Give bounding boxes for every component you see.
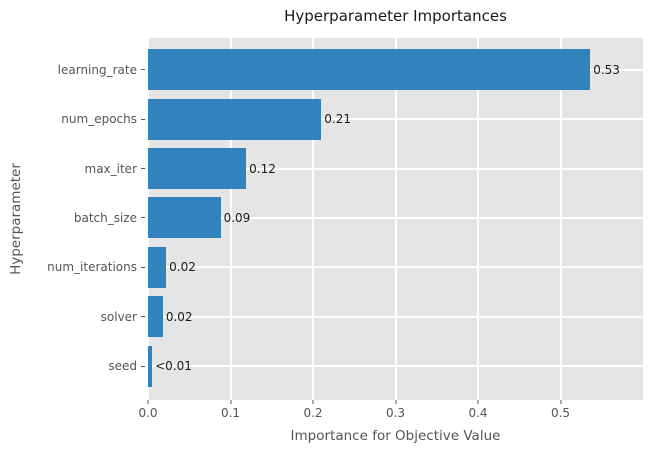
bar-num_iterations bbox=[148, 246, 167, 288]
bar-value-label-num_epochs: 0.21 bbox=[324, 112, 351, 127]
x-tick-label: 0.2 bbox=[303, 406, 323, 420]
bar-row-solver: 0.02 bbox=[148, 292, 643, 341]
horizontal-gridline bbox=[148, 365, 643, 368]
y-tick-mark bbox=[141, 69, 145, 71]
y-tick-mark bbox=[141, 365, 145, 367]
bar-learning_rate bbox=[148, 49, 591, 91]
bar-batch_size bbox=[148, 197, 221, 239]
bar-value-label-num_iterations: 0.02 bbox=[169, 260, 196, 275]
bar-max_iter bbox=[148, 148, 247, 190]
x-tick-0.5: 0.5 bbox=[551, 400, 570, 420]
y-tick-label-seed: seed bbox=[108, 359, 137, 374]
bar-row-max_iter: 0.12 bbox=[148, 144, 643, 193]
x-tick-mark bbox=[230, 400, 231, 404]
horizontal-gridline bbox=[148, 216, 643, 219]
x-axis-title: Importance for Objective Value bbox=[290, 428, 501, 444]
y-tick-label-num_epochs: num_epochs bbox=[61, 112, 137, 127]
y-tick-label-learning_rate: learning_rate bbox=[57, 62, 137, 77]
y-tick-mark bbox=[141, 316, 145, 318]
vertical-gridline bbox=[229, 38, 232, 400]
chart-body: learning_rate num_epochs max_iter batch_siz… bbox=[0, 38, 653, 400]
bar-row-batch_size: 0.09 bbox=[148, 193, 643, 242]
bar-value-label-seed: <0.01 bbox=[155, 359, 192, 374]
x-tick-mark bbox=[312, 400, 314, 404]
horizontal-gridline bbox=[148, 266, 643, 269]
bar-row-num_iterations: 0.02 bbox=[148, 243, 643, 292]
bar-value-label-solver: 0.02 bbox=[165, 309, 193, 324]
x-tick-mark bbox=[560, 400, 561, 404]
y-tick-mark bbox=[141, 217, 145, 219]
x-tick-label: 0.4 bbox=[468, 406, 488, 420]
bar-seed bbox=[148, 345, 153, 387]
y-tick-label-solver: solver bbox=[100, 309, 137, 324]
x-tick-0.4: 0.4 bbox=[468, 400, 488, 420]
y-tick-label-num_iterations: num_iterations bbox=[47, 260, 137, 275]
horizontal-gridline bbox=[148, 315, 643, 318]
bar-value-label-batch_size: 0.09 bbox=[223, 210, 251, 225]
chart-title: Hyperparameter Importances bbox=[284, 7, 507, 25]
vertical-gridline bbox=[477, 38, 479, 400]
y-tick-row-num_epochs: num_epochs bbox=[0, 94, 148, 143]
x-tick-label: 0.1 bbox=[220, 406, 241, 420]
bar-solver bbox=[148, 296, 163, 338]
y-tick-mark bbox=[141, 168, 145, 170]
y-tick-row-solver: solver bbox=[0, 292, 148, 341]
y-tick-row-batch_size: batch_size bbox=[0, 193, 148, 242]
y-tick-labels: learning_rate num_epochs max_iter batch_siz… bbox=[0, 38, 148, 400]
x-tick-mark bbox=[477, 400, 479, 404]
bar-value-label-learning_rate: 0.53 bbox=[593, 62, 620, 77]
bar-value-label-max_iter: 0.12 bbox=[249, 161, 276, 176]
vertical-gridline bbox=[312, 38, 314, 400]
x-tick-mark bbox=[147, 400, 149, 404]
x-tick-mark bbox=[395, 400, 396, 404]
bar-row-learning_rate: 0.53 bbox=[148, 45, 643, 94]
bar-rows: 0.53 0.21 0.12 0.09 0.02 0.02 <0.01 bbox=[148, 38, 643, 400]
x-tick-label: 0.0 bbox=[138, 406, 158, 420]
y-tick-row-max_iter: max_iter bbox=[0, 144, 148, 193]
plot-area: 0.53 0.21 0.12 0.09 0.02 0.02 <0.01 bbox=[148, 38, 643, 400]
y-tick-label-max_iter: max_iter bbox=[84, 161, 138, 176]
x-tick-0.0: 0.0 bbox=[138, 400, 158, 420]
bar-row-seed: <0.01 bbox=[148, 342, 643, 391]
horizontal-gridline bbox=[148, 167, 643, 170]
y-tick-mark bbox=[141, 118, 145, 120]
horizontal-gridline bbox=[148, 118, 643, 121]
y-tick-row-num_iterations: num_iterations bbox=[0, 243, 148, 292]
y-tick-row-learning_rate: learning_rate bbox=[0, 45, 148, 94]
y-tick-label-batch_size: batch_size bbox=[73, 210, 137, 225]
vertical-gridline bbox=[394, 38, 397, 400]
x-tick-0.1: 0.1 bbox=[221, 400, 240, 420]
x-tick-label: 0.5 bbox=[550, 406, 571, 420]
x-tick-labels: 0.0 0.1 0.2 0.3 0.4 0.5 bbox=[138, 400, 643, 426]
y-tick-row-seed: seed bbox=[0, 342, 148, 391]
bar-row-num_epochs: 0.21 bbox=[148, 94, 643, 143]
y-tick-mark bbox=[141, 266, 145, 268]
x-tick-label: 0.3 bbox=[385, 406, 406, 420]
x-tick-0.2: 0.2 bbox=[303, 400, 323, 420]
vertical-gridline bbox=[559, 38, 562, 400]
x-tick-0.3: 0.3 bbox=[386, 400, 405, 420]
bar-num_epochs bbox=[148, 98, 322, 140]
